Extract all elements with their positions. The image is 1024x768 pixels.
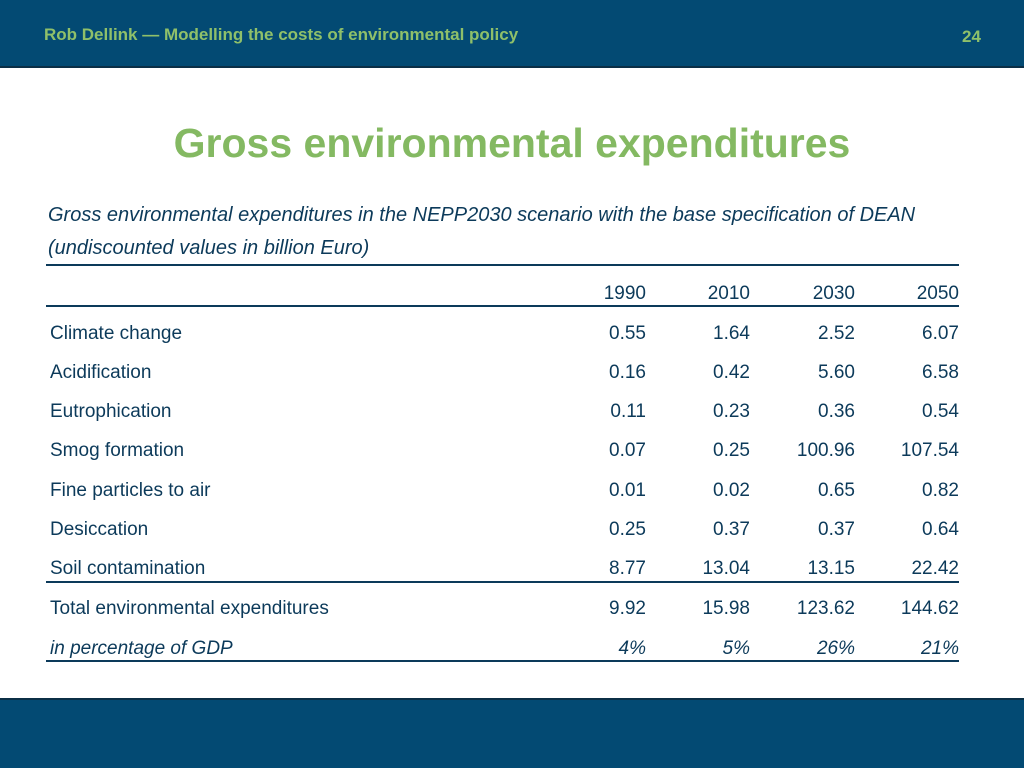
- table-cell: 0.82: [922, 480, 959, 501]
- row-label: Desiccation: [50, 519, 149, 540]
- table-cell: 0.36: [818, 401, 855, 422]
- table-cell: 4%: [618, 638, 646, 659]
- table-cell: 21%: [920, 638, 959, 659]
- table-cell: 0.42: [713, 362, 750, 383]
- table-cell: 0.23: [713, 401, 750, 422]
- row-label: Climate change: [50, 323, 183, 344]
- author-line: Rob Dellink — Modelling the costs of env…: [44, 25, 519, 44]
- table-rule-body: [46, 581, 959, 583]
- table-cell: 13.04: [702, 558, 750, 579]
- page-number: 24: [962, 27, 981, 46]
- table-cell: 0.02: [713, 480, 750, 501]
- row-label: Acidification: [50, 362, 152, 383]
- table-cell: 26%: [816, 638, 855, 659]
- table-cell: 0.37: [818, 519, 855, 540]
- table-cell: 8.77: [609, 558, 646, 579]
- table-cell: 0.55: [609, 323, 646, 344]
- total-label: Total environmental expenditures: [50, 598, 329, 619]
- table-cell: 5%: [722, 638, 750, 659]
- row-label: Smog formation: [50, 440, 185, 461]
- table-cell: 6.58: [922, 362, 959, 383]
- table-cell: 144.62: [900, 598, 959, 619]
- column-header: 2050: [916, 283, 959, 304]
- table-cell: 0.25: [713, 440, 750, 461]
- table-cell: 0.64: [922, 519, 959, 540]
- table-cell: 0.07: [609, 440, 646, 461]
- table-rule-header: [46, 305, 959, 307]
- column-header: 1990: [603, 283, 646, 304]
- table-cell: 100.96: [796, 440, 855, 461]
- footer-bar: [0, 698, 1024, 768]
- table-cell: 0.01: [609, 480, 646, 501]
- table-cell: 0.54: [922, 401, 959, 422]
- header-bar: Rob Dellink — Modelling the costs of env…: [0, 0, 1024, 68]
- table-cell: 1.64: [713, 323, 750, 344]
- table-rule-bottom: [46, 660, 959, 662]
- table-cell: 15.98: [702, 598, 750, 619]
- row-label: Soil contamination: [50, 558, 206, 579]
- table-cell: 9.92: [609, 598, 646, 619]
- table-caption: Gross environmental expenditures in the …: [48, 204, 916, 259]
- table-cell: 0.25: [609, 519, 646, 540]
- table-cell: 0.65: [818, 480, 855, 501]
- table-cell: 6.07: [922, 323, 959, 344]
- table-cell: 0.37: [713, 519, 750, 540]
- table-cell: 107.54: [900, 440, 959, 461]
- row-label: Fine particles to air: [50, 480, 211, 501]
- column-header: 2030: [812, 283, 855, 304]
- table-cell: 0.16: [609, 362, 646, 383]
- gdp-share-label: in percentage of GDP: [50, 638, 233, 659]
- table-cell: 13.15: [807, 558, 855, 579]
- table-cell: 5.60: [818, 362, 855, 383]
- page-title: Gross environmental expenditures: [173, 120, 851, 166]
- table-cell: 0.11: [610, 401, 646, 422]
- column-header: 2010: [707, 283, 750, 304]
- table-rule-top: [46, 264, 959, 266]
- row-label: Eutrophication: [50, 401, 172, 422]
- table-cell: 22.42: [911, 558, 959, 579]
- table-cell: 2.52: [818, 323, 855, 344]
- table-cell: 123.62: [796, 598, 855, 619]
